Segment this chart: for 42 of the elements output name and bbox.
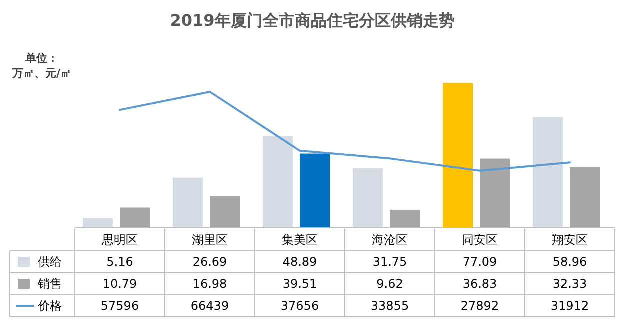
text: 单位：	[24, 52, 58, 65]
bar	[353, 168, 383, 228]
x-tick-label: 海沧区	[372, 233, 408, 247]
bar	[480, 158, 510, 228]
data-label: 39.51	[282, 277, 318, 291]
bar	[120, 208, 150, 228]
data-label: 33855	[370, 299, 410, 313]
x-tick-label: 思明区	[101, 233, 138, 247]
data-label: 32.33	[552, 277, 588, 291]
data-label: 27892	[460, 299, 500, 313]
bar	[443, 83, 473, 228]
data-label: 26.69	[192, 255, 228, 269]
legend-label: 供给	[38, 255, 62, 269]
data-label: 10.79	[102, 277, 138, 291]
data-label: 66439	[190, 299, 230, 313]
bar	[533, 117, 563, 228]
bar	[570, 167, 600, 228]
legend-label: 销售	[37, 277, 62, 291]
data-label: 5.16	[106, 255, 134, 269]
legend-label: 价格	[37, 299, 62, 313]
x-tick-label: 集美区	[282, 233, 318, 247]
bar	[300, 154, 330, 228]
text: 万㎡、元/㎡	[11, 67, 72, 80]
bar	[390, 210, 420, 228]
bar	[263, 136, 293, 228]
data-label: 58.96	[552, 255, 588, 269]
data-label: 16.98	[192, 277, 228, 291]
data-label: 48.89	[282, 255, 318, 269]
data-label: 37656	[280, 299, 320, 313]
data-label: 57596	[100, 299, 140, 313]
data-label: 77.09	[462, 255, 498, 269]
bar	[83, 218, 113, 228]
bar	[173, 178, 203, 228]
data-label: 36.83	[462, 277, 498, 291]
x-tick-label: 同安区	[462, 233, 498, 247]
data-label: 31912	[550, 299, 590, 313]
bar	[210, 196, 240, 228]
chart-title: 2019年厦门全市商品住宅分区供销走势	[170, 11, 455, 30]
data-label: 31.75	[372, 255, 408, 269]
x-tick-label: 翔安区	[552, 233, 588, 247]
x-tick-label: 湖里区	[192, 233, 228, 247]
data-label: 9.62	[376, 277, 404, 291]
